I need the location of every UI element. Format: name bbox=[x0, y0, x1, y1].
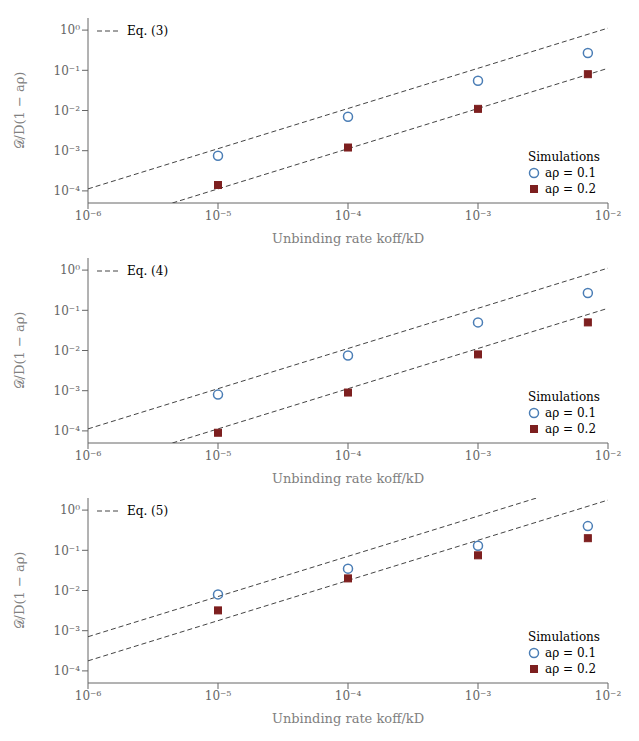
svg-text:Unbinding rate koff/kD: Unbinding rate koff/kD bbox=[272, 231, 424, 246]
svg-text:10⁻⁴: 10⁻⁴ bbox=[54, 664, 81, 678]
html-text:aρ = 0.2: aρ = 0.2 bbox=[545, 662, 596, 676]
svg-text:10⁻²: 10⁻² bbox=[54, 344, 81, 358]
html-text:aρ = 0.1: aρ = 0.1 bbox=[545, 406, 596, 420]
svg-text:10⁻²: 10⁻² bbox=[595, 209, 622, 223]
svg-text:10⁻³: 10⁻³ bbox=[465, 209, 492, 223]
svg-text:10⁻²: 10⁻² bbox=[595, 689, 622, 703]
svg-text:10⁻⁶: 10⁻⁶ bbox=[75, 449, 102, 463]
html-text:Eq. (3): Eq. (3) bbox=[127, 24, 169, 38]
svg-text:10⁻⁴: 10⁻⁴ bbox=[335, 689, 362, 703]
svg-text:10⁻¹: 10⁻¹ bbox=[54, 64, 80, 78]
svg-text:10⁻⁶: 10⁻⁶ bbox=[75, 209, 102, 223]
svg-text:10⁻⁶: 10⁻⁶ bbox=[75, 689, 102, 703]
html-text:aρ = 0.1: aρ = 0.1 bbox=[545, 646, 596, 660]
html-text:Simulations: Simulations bbox=[528, 630, 600, 644]
html-text:Simulations: Simulations bbox=[528, 150, 600, 164]
svg-text:10⁻⁵: 10⁻⁵ bbox=[205, 449, 232, 463]
html-text:aρ = 0.2: aρ = 0.2 bbox=[545, 422, 596, 436]
svg-text:𝒟/D(1 − aρ): 𝒟/D(1 − aρ) bbox=[12, 72, 27, 150]
html-text:Eq. (4): Eq. (4) bbox=[127, 264, 169, 278]
svg-text:10⁻²: 10⁻² bbox=[54, 584, 81, 598]
html-text:Eq. (5): Eq. (5) bbox=[127, 504, 169, 518]
svg-text:10⁰: 10⁰ bbox=[60, 23, 80, 37]
svg-text:𝒟/D(1 − aρ): 𝒟/D(1 − aρ) bbox=[12, 312, 27, 390]
html-text:aρ = 0.2: aρ = 0.2 bbox=[545, 182, 596, 196]
svg-text:10⁻³: 10⁻³ bbox=[54, 144, 81, 158]
html-text:Simulations: Simulations bbox=[528, 390, 600, 404]
svg-text:10⁻¹: 10⁻¹ bbox=[54, 304, 80, 318]
svg-text:10⁻³: 10⁻³ bbox=[465, 689, 492, 703]
svg-text:𝒟/D(1 − aρ): 𝒟/D(1 − aρ) bbox=[12, 552, 27, 630]
svg-text:10⁻²: 10⁻² bbox=[595, 449, 622, 463]
svg-text:10⁻⁵: 10⁻⁵ bbox=[205, 689, 232, 703]
svg-text:10⁻²: 10⁻² bbox=[54, 104, 81, 118]
svg-text:10⁰: 10⁰ bbox=[60, 263, 80, 277]
svg-text:Unbinding rate koff/kD: Unbinding rate koff/kD bbox=[272, 711, 424, 726]
svg-text:10⁻⁴: 10⁻⁴ bbox=[54, 184, 81, 198]
svg-text:10⁻³: 10⁻³ bbox=[54, 624, 81, 638]
svg-text:10⁻¹: 10⁻¹ bbox=[54, 544, 80, 558]
svg-text:10⁻⁴: 10⁻⁴ bbox=[335, 209, 362, 223]
html-text:aρ = 0.1: aρ = 0.1 bbox=[545, 166, 596, 180]
svg-text:10⁰: 10⁰ bbox=[60, 503, 80, 517]
svg-text:10⁻³: 10⁻³ bbox=[54, 384, 81, 398]
svg-text:10⁻⁴: 10⁻⁴ bbox=[335, 449, 362, 463]
svg-text:10⁻⁴: 10⁻⁴ bbox=[54, 424, 81, 438]
svg-text:10⁻⁵: 10⁻⁵ bbox=[205, 209, 232, 223]
svg-text:Unbinding rate koff/kD: Unbinding rate koff/kD bbox=[272, 471, 424, 486]
svg-text:10⁻³: 10⁻³ bbox=[465, 449, 492, 463]
